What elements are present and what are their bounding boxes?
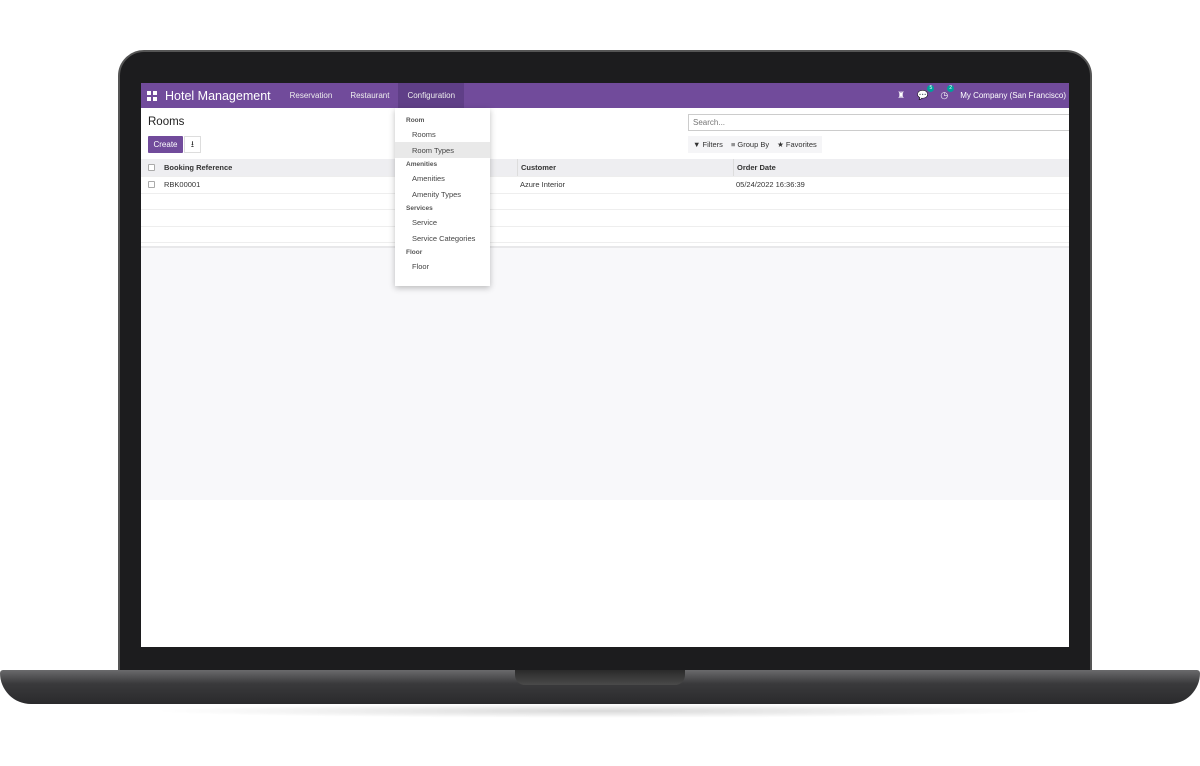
column-customer[interactable]: Customer — [517, 159, 733, 176]
laptop-shadow — [150, 704, 1050, 718]
section-amenities: Amenities — [406, 161, 438, 168]
app-brand[interactable]: Hotel Management — [165, 88, 271, 103]
menu-item-service[interactable]: Service — [412, 217, 438, 227]
menu-item-service-categories[interactable]: Service Categories — [412, 233, 476, 243]
row-checkbox[interactable] — [148, 181, 155, 189]
messages-icon[interactable]: 💬 5 — [917, 85, 935, 101]
search-input[interactable] — [688, 114, 1069, 131]
content-background — [141, 246, 1069, 500]
table-header: Booking Reference Customer Order Date — [141, 159, 1069, 177]
company-switcher[interactable]: My Company (San Francisco) — [960, 91, 1066, 100]
bug-icon[interactable]: ♜ — [897, 90, 906, 100]
list-table: Booking Reference Customer Order Date RB… — [141, 159, 1069, 243]
menu-configuration[interactable]: Configuration — [398, 83, 465, 108]
apps-menu-icon[interactable] — [147, 90, 157, 101]
cell-booking-reference: RBK00001 — [164, 180, 201, 190]
section-room: Room — [406, 117, 425, 124]
cell-order-date: 05/24/2022 16:36:39 — [736, 180, 805, 190]
download-icon[interactable]: ⭳ — [184, 136, 201, 153]
activities-badge: 2 — [947, 85, 955, 92]
menu-item-amenities[interactable]: Amenities — [412, 173, 445, 183]
filters-button[interactable]: ▼ Filters — [693, 140, 723, 149]
page-title: Rooms — [148, 116, 185, 128]
empty-row — [141, 227, 1069, 243]
menu-item-floor[interactable]: Floor — [412, 261, 430, 271]
menu-reservation[interactable]: Reservation — [289, 91, 333, 100]
section-floor: Floor — [406, 249, 423, 256]
empty-row — [141, 194, 1069, 210]
activities-icon[interactable]: ◷ 2 — [940, 85, 955, 101]
empty-row — [141, 210, 1069, 227]
menu-item-amenity-types[interactable]: Amenity Types — [412, 189, 462, 199]
menu-restaurant[interactable]: Restaurant — [350, 91, 390, 100]
select-all-checkbox[interactable] — [148, 164, 155, 171]
favorites-button[interactable]: ★ Favorites — [777, 140, 817, 149]
configuration-dropdown: Room Rooms Room Types Amenities Amenitie… — [395, 108, 490, 286]
table-row[interactable]: RBK00001 Azure Interior 05/24/2022 16:36… — [141, 177, 1069, 194]
messages-badge: 5 — [927, 85, 935, 92]
column-booking-reference[interactable]: Booking Reference — [164, 163, 233, 172]
search-options: ▼ Filters ≡ Group By ★ Favorites — [688, 136, 822, 153]
section-services: Services — [406, 205, 433, 212]
laptop-notch — [515, 670, 685, 685]
cell-customer: Azure Interior — [520, 180, 566, 190]
menu-item-rooms[interactable]: Rooms — [412, 129, 436, 139]
group-by-button[interactable]: ≡ Group By — [730, 140, 770, 149]
top-navbar: Hotel Management Reservation Restaurant … — [141, 83, 1069, 108]
menu-item-room-types[interactable]: Room Types — [395, 142, 490, 158]
screen: Hotel Management Reservation Restaurant … — [141, 83, 1069, 647]
create-button[interactable]: Create — [148, 136, 183, 153]
column-order-date[interactable]: Order Date — [733, 159, 949, 176]
